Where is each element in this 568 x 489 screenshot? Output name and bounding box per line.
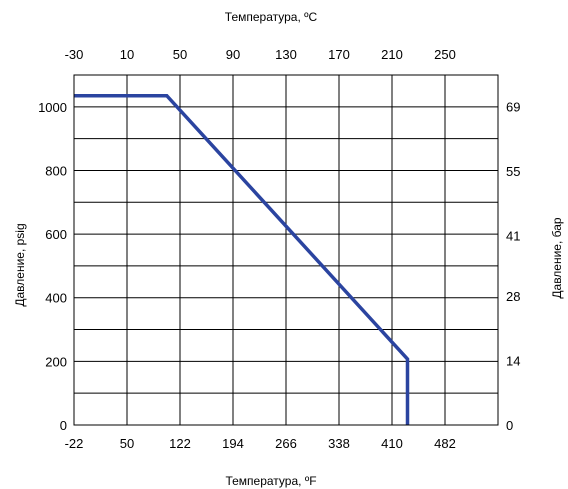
y-left-tick-label: 200 xyxy=(45,354,67,369)
y-right-tick-label: 69 xyxy=(506,100,520,115)
y-left-tick-label: 1000 xyxy=(38,100,67,115)
y-left-tick-label: 600 xyxy=(45,227,67,242)
x-top-tick-label: 210 xyxy=(381,47,403,62)
x-bottom-axis-title: Температура, ºF xyxy=(225,474,316,488)
y-right-tick-label: 55 xyxy=(506,164,520,179)
x-top-tick-label: 50 xyxy=(173,47,187,62)
x-bottom-tick-label: -22 xyxy=(65,436,84,451)
x-bottom-tick-label: 194 xyxy=(222,436,244,451)
tick-labels: -22-305010122501949026613033817041021048… xyxy=(38,47,520,451)
x-bottom-tick-label: 482 xyxy=(434,436,456,451)
x-bottom-tick-label: 122 xyxy=(169,436,191,451)
x-bottom-tick-label: 266 xyxy=(275,436,297,451)
y-left-tick-label: 400 xyxy=(45,291,67,306)
x-top-tick-label: 130 xyxy=(275,47,297,62)
y-right-tick-label: 0 xyxy=(506,418,513,433)
series-layer xyxy=(74,93,410,425)
y-right-tick-label: 14 xyxy=(506,353,520,368)
y-left-tick-label: 0 xyxy=(60,418,67,433)
x-top-tick-label: 170 xyxy=(328,47,350,62)
x-top-tick-label: 90 xyxy=(226,47,240,62)
series-line xyxy=(74,93,410,425)
x-top-tick-label: 250 xyxy=(434,47,456,62)
y-right-tick-label: 28 xyxy=(506,289,520,304)
plot-frame xyxy=(73,74,499,426)
x-bottom-tick-label: 410 xyxy=(381,436,403,451)
y-left-axis-title: Давление, psig xyxy=(13,223,27,306)
x-top-tick-label: -30 xyxy=(65,47,84,62)
x-top-axis-title: Температура, ºC xyxy=(225,10,318,24)
y-right-tick-label: 41 xyxy=(506,229,520,244)
x-bottom-tick-label: 50 xyxy=(120,436,134,451)
grid-lines xyxy=(74,75,498,425)
y-left-tick-label: 800 xyxy=(45,163,67,178)
x-top-tick-label: 10 xyxy=(120,47,134,62)
x-bottom-tick-label: 338 xyxy=(328,436,350,451)
y-right-axis-title: Давление, бар xyxy=(550,217,564,299)
